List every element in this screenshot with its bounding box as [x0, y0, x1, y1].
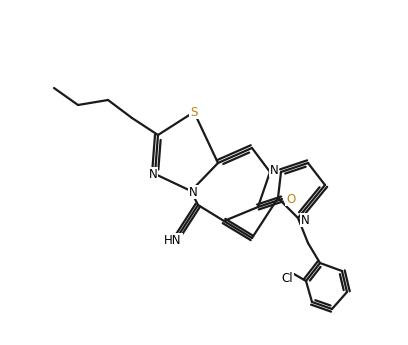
Text: N: N	[270, 164, 278, 177]
Text: HN: HN	[164, 234, 182, 246]
Text: N: N	[301, 214, 309, 227]
Text: Cl: Cl	[281, 272, 293, 285]
Text: N: N	[188, 186, 197, 198]
Text: S: S	[190, 106, 198, 118]
Text: O: O	[286, 193, 296, 206]
Text: N: N	[149, 168, 157, 180]
